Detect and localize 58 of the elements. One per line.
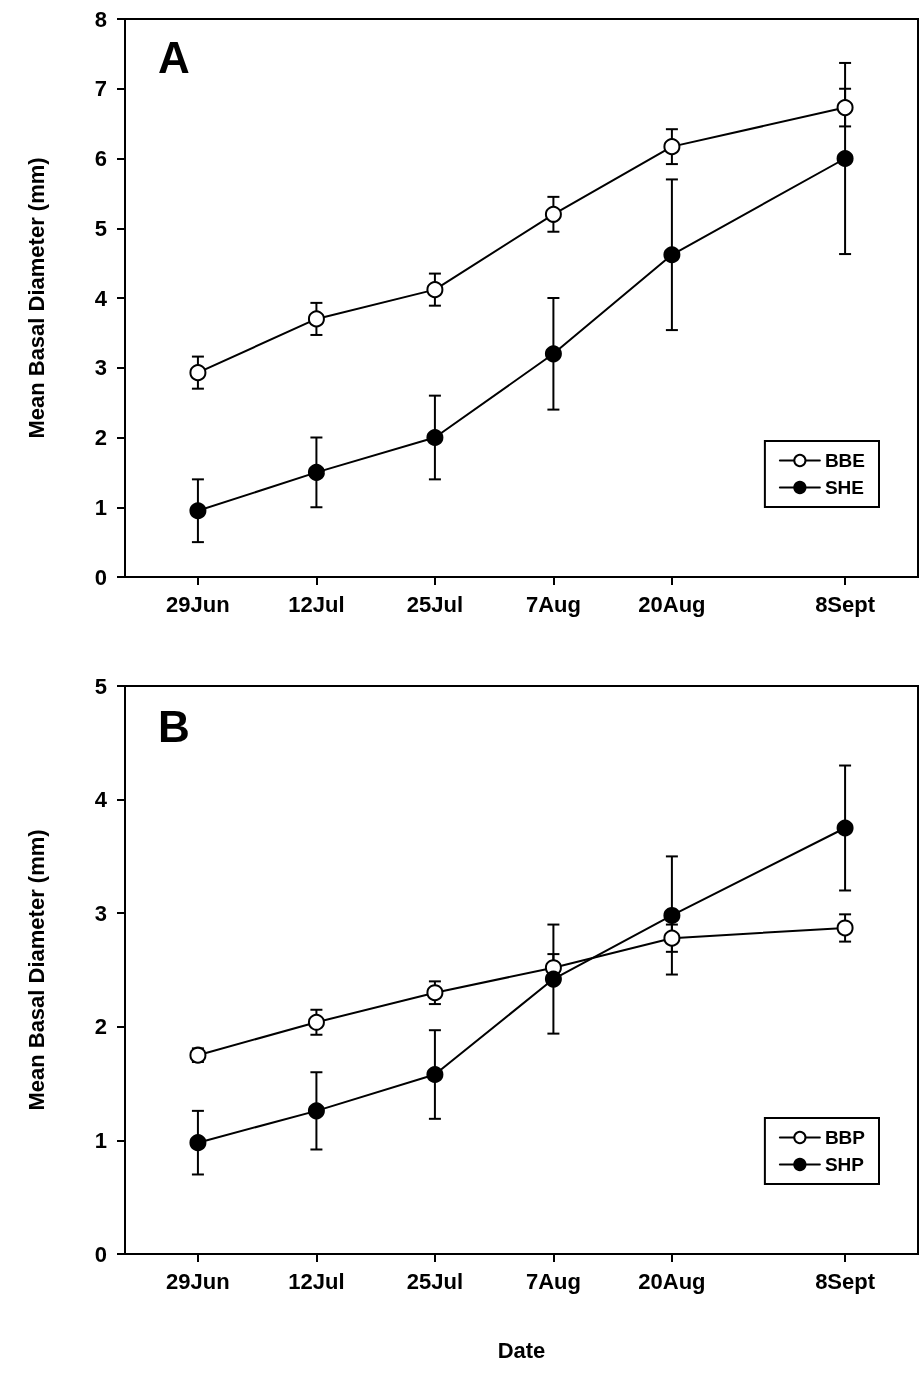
x-tick-label: 12Jul bbox=[288, 1268, 345, 1294]
y-tick-label: 4 bbox=[94, 787, 108, 813]
point bbox=[426, 984, 444, 1002]
point bbox=[544, 205, 562, 223]
point bbox=[836, 819, 854, 837]
y-axis-title: Mean Basal Diameter (mm) bbox=[23, 157, 49, 439]
y-axis-title: Mean Basal Diameter (mm) bbox=[23, 829, 49, 1111]
legend-label: BBP bbox=[824, 1127, 866, 1148]
y-tick-label: 3 bbox=[94, 900, 107, 926]
y-tick-label: 2 bbox=[94, 1014, 107, 1040]
point bbox=[426, 281, 444, 299]
point bbox=[307, 1102, 325, 1120]
x-tick-label: 29Jun bbox=[166, 1268, 230, 1294]
point bbox=[426, 429, 444, 446]
x-tick-label: 8Sept bbox=[815, 1268, 876, 1294]
point bbox=[663, 929, 681, 947]
x-tick-label: 12Jul bbox=[288, 591, 345, 617]
point bbox=[189, 502, 207, 520]
legend-label: SHP bbox=[824, 1154, 865, 1175]
point bbox=[836, 99, 854, 117]
y-tick-label: 4 bbox=[94, 285, 108, 311]
point bbox=[663, 906, 681, 924]
point bbox=[663, 138, 681, 156]
y-tick-label: 0 bbox=[94, 564, 107, 590]
point bbox=[544, 970, 562, 988]
point bbox=[307, 310, 325, 328]
point bbox=[544, 345, 562, 363]
x-tick-label: 8Sept bbox=[815, 591, 876, 617]
x-tick-label: 7Aug bbox=[525, 591, 581, 617]
point bbox=[426, 1066, 444, 1084]
point bbox=[836, 919, 854, 937]
y-tick-label: 0 bbox=[94, 1241, 107, 1267]
y-tick-label: 6 bbox=[94, 146, 107, 171]
x-axis-title: Date bbox=[497, 1337, 546, 1363]
x-tick-label: 25Jul bbox=[406, 1268, 464, 1294]
point bbox=[189, 364, 207, 382]
point bbox=[307, 463, 325, 481]
legend-label: BBE bbox=[824, 450, 866, 471]
x-tick-label: 25Jul bbox=[406, 591, 464, 617]
y-tick-label: 1 bbox=[94, 1127, 107, 1153]
x-tick-label: 7Aug bbox=[525, 1268, 581, 1294]
point bbox=[836, 150, 854, 167]
y-tick-label: 8 bbox=[94, 6, 107, 32]
y-tick-label: 7 bbox=[94, 76, 107, 102]
annotation: B bbox=[158, 701, 190, 751]
y-tick-label: 3 bbox=[94, 355, 107, 381]
y-tick-label: 2 bbox=[94, 425, 107, 450]
annotation: A bbox=[158, 32, 190, 82]
y-tick-label: 1 bbox=[94, 494, 107, 520]
y-tick-label: 5 bbox=[94, 673, 107, 699]
x-tick-label: 29Jun bbox=[166, 591, 230, 617]
point bbox=[307, 1013, 325, 1031]
y-tick-label: 5 bbox=[94, 215, 107, 241]
point bbox=[663, 246, 681, 264]
x-tick-label: 20Aug bbox=[638, 591, 706, 617]
x-tick-label: 20Aug bbox=[638, 1268, 706, 1294]
legend-label: SHE bbox=[824, 477, 864, 498]
point bbox=[189, 1134, 207, 1152]
